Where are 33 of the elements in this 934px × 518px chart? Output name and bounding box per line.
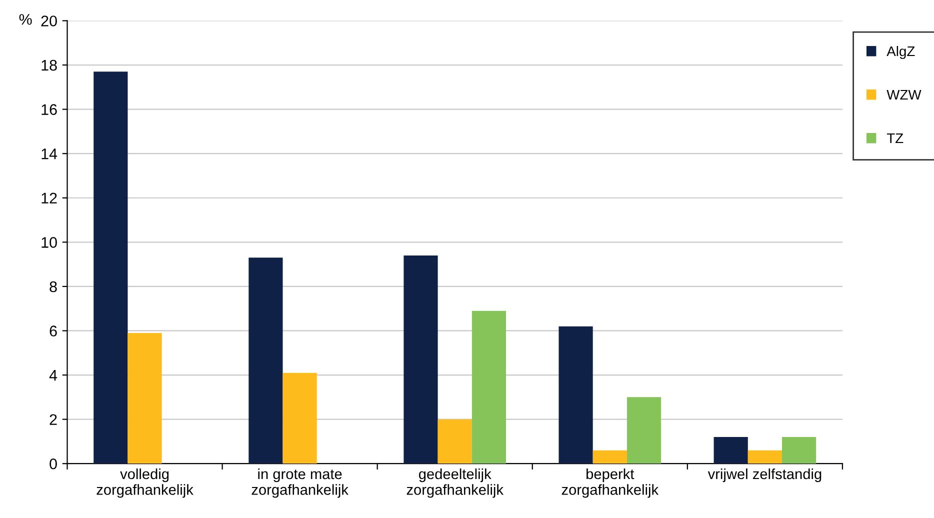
legend-label: TZ [886,133,904,144]
y-tick-label: 14 [42,148,58,160]
x-tick-label: in grote mate zorgafhankelijk [252,468,348,498]
x-tick-label: gedeeltelijk zorgafhankelijk [406,468,504,498]
y-tick-label: 16 [42,104,57,115]
x-tick-label: vrijwel zelfstandig [708,468,822,482]
y-tick-label: 18 [42,60,57,71]
y-axis-title: % [19,14,32,25]
y-tick-label: 12 [42,192,57,204]
bar [472,310,506,464]
bar [592,450,627,464]
x-tick-label: beperkt zorgafhankelijk [562,468,659,498]
y-tick-label: 4 [49,370,58,381]
bar [94,72,128,464]
bar [748,450,782,464]
x-tick-label: volledig zorgafhankelijk [96,468,194,498]
bar [282,372,317,464]
y-tick-label: 8 [50,281,57,292]
bar [782,437,816,464]
y-tick-label: 0 [50,458,57,470]
bar [438,419,472,464]
bar [128,332,162,464]
bar [404,255,438,464]
bar [714,437,748,464]
legend-label: AlgZ [886,46,915,59]
y-tick-label: 6 [50,326,57,336]
y-tick-label: 10 [42,237,57,248]
y-tick-label: 2 [50,414,57,425]
bar [248,258,283,464]
legend-label: WZW [886,90,922,100]
bar [626,397,662,464]
y-tick-label: 20 [41,16,57,26]
bar [558,326,593,464]
